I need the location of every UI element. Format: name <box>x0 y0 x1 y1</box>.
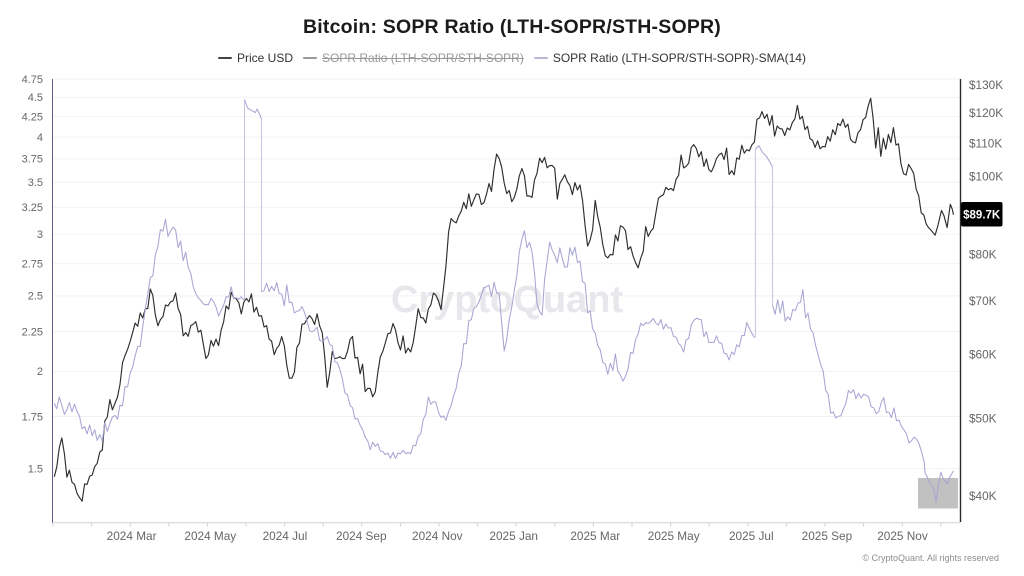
svg-text:4: 4 <box>37 132 43 144</box>
svg-text:$89.7K: $89.7K <box>963 210 1001 222</box>
svg-text:2024 May: 2024 May <box>184 529 236 543</box>
svg-text:CryptoQuant: CryptoQuant <box>391 279 624 321</box>
svg-text:$70K: $70K <box>969 294 997 308</box>
svg-text:2025 Nov: 2025 Nov <box>877 529 928 543</box>
svg-text:2.75: 2.75 <box>22 259 43 271</box>
svg-text:$60K: $60K <box>969 348 997 362</box>
svg-text:2: 2 <box>37 366 43 378</box>
svg-text:$120K: $120K <box>969 106 1003 120</box>
svg-text:2024 Jul: 2024 Jul <box>263 529 308 543</box>
svg-text:2024 Mar: 2024 Mar <box>107 529 157 543</box>
svg-text:© CryptoQuant. All rights rese: © CryptoQuant. All rights reserved <box>862 553 999 563</box>
svg-text:3.5: 3.5 <box>28 177 43 189</box>
svg-text:2024 Nov: 2024 Nov <box>412 529 463 543</box>
svg-text:2025 Sep: 2025 Sep <box>802 529 853 543</box>
svg-text:$80K: $80K <box>969 247 997 261</box>
svg-text:3: 3 <box>37 229 43 241</box>
svg-text:2025 Jul: 2025 Jul <box>729 529 774 543</box>
svg-text:3.75: 3.75 <box>22 154 43 166</box>
svg-text:2025 Mar: 2025 Mar <box>570 529 620 543</box>
svg-text:1.75: 1.75 <box>22 411 43 423</box>
svg-text:$130K: $130K <box>969 78 1003 92</box>
svg-text:$40K: $40K <box>969 489 997 503</box>
svg-text:4.25: 4.25 <box>22 111 43 123</box>
svg-text:2.25: 2.25 <box>22 326 43 338</box>
svg-text:4.5: 4.5 <box>28 92 43 104</box>
svg-text:$110K: $110K <box>969 136 1002 150</box>
svg-text:1.5: 1.5 <box>28 463 43 475</box>
svg-text:$50K: $50K <box>969 411 997 425</box>
svg-text:2.5: 2.5 <box>28 291 43 303</box>
svg-text:2024 Sep: 2024 Sep <box>336 529 387 543</box>
svg-text:4.75: 4.75 <box>22 74 43 86</box>
svg-text:2025 May: 2025 May <box>648 529 700 543</box>
svg-text:3.25: 3.25 <box>22 202 43 214</box>
svg-text:2025 Jan: 2025 Jan <box>489 529 538 543</box>
svg-text:$100K: $100K <box>969 170 1003 184</box>
